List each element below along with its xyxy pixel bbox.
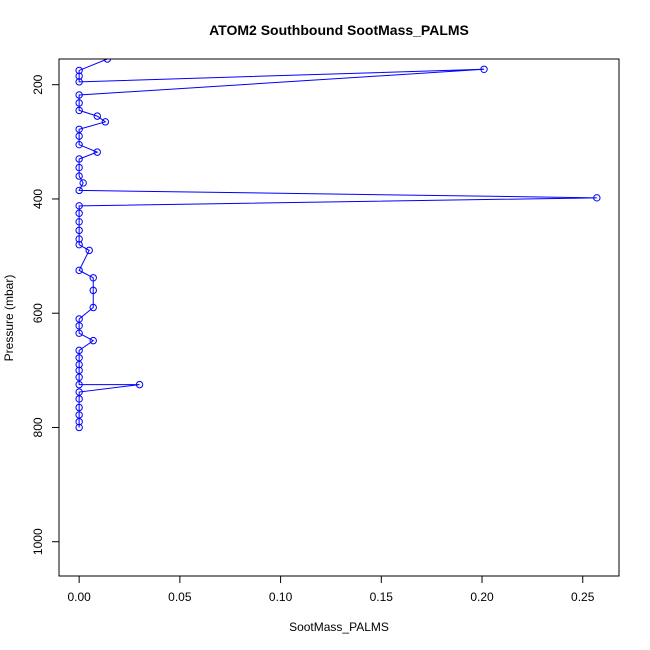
x-axis-label: SootMass_PALMS <box>289 620 389 634</box>
y-tick-label: 1000 <box>31 528 45 555</box>
data-point <box>93 112 101 120</box>
data-point <box>75 106 83 115</box>
x-tick-label: 0.15 <box>370 590 394 604</box>
data-point <box>75 72 83 80</box>
data-point <box>89 336 97 345</box>
data-point <box>75 403 83 412</box>
data-point <box>75 366 83 375</box>
y-tick-label: 600 <box>31 303 45 323</box>
data-point <box>75 266 83 275</box>
data-point <box>75 423 83 432</box>
data-point <box>75 315 83 323</box>
data-point <box>75 354 83 362</box>
y-tick-label: 400 <box>31 189 45 209</box>
data-point <box>75 218 83 226</box>
data-point <box>75 202 83 210</box>
data-point <box>135 380 144 389</box>
data-point <box>89 274 97 282</box>
x-tick-label: 0.00 <box>67 590 91 604</box>
data-point <box>75 155 83 163</box>
data-point <box>75 209 83 217</box>
data-point <box>75 411 83 419</box>
data-point <box>75 235 83 243</box>
x-tick-label: 0.25 <box>571 590 595 604</box>
data-point <box>75 125 83 133</box>
y-tick-label: 200 <box>31 74 45 94</box>
data-point <box>75 66 83 75</box>
data-point <box>75 226 83 235</box>
data-point <box>75 388 83 396</box>
plot-frame <box>58 58 620 577</box>
data-point <box>85 246 93 255</box>
data-point <box>75 329 83 337</box>
data-point <box>89 303 97 312</box>
data-point <box>75 186 83 195</box>
data-point <box>75 172 83 180</box>
data-point <box>75 240 83 249</box>
data-point <box>101 118 110 126</box>
x-tick-label: 0.20 <box>470 590 494 604</box>
data-point <box>93 148 101 156</box>
data-point <box>480 65 488 73</box>
plot-area <box>75 59 601 432</box>
data-point <box>75 99 83 107</box>
data-point <box>103 59 112 63</box>
data-point <box>79 179 87 187</box>
data-point <box>75 91 83 99</box>
chart-title: ATOM2 Southbound SootMass_PALMS <box>209 22 469 38</box>
data-point <box>75 78 83 86</box>
data-point <box>75 163 83 172</box>
y-tick-label: 800 <box>31 417 45 437</box>
data-point <box>75 140 83 149</box>
data-point <box>89 286 97 295</box>
data-point <box>593 194 601 202</box>
x-tick-label: 0.10 <box>269 590 293 604</box>
y-axis-label: Pressure (mbar) <box>2 275 16 362</box>
data-point <box>75 380 83 389</box>
data-point <box>75 346 83 355</box>
x-tick-label: 0.05 <box>168 590 192 604</box>
